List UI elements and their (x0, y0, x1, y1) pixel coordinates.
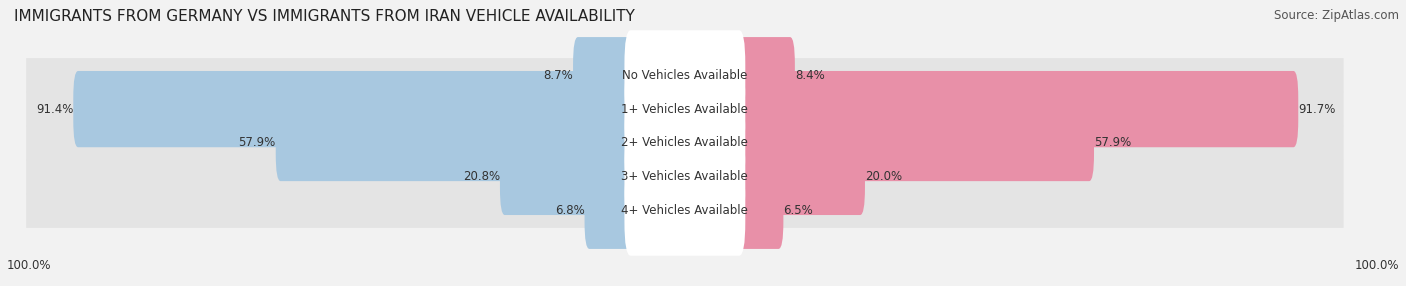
Text: 8.4%: 8.4% (794, 69, 824, 82)
FancyBboxPatch shape (585, 173, 636, 249)
Text: IMMIGRANTS FROM GERMANY VS IMMIGRANTS FROM IRAN VEHICLE AVAILABILITY: IMMIGRANTS FROM GERMANY VS IMMIGRANTS FR… (14, 9, 636, 23)
FancyBboxPatch shape (27, 58, 1344, 92)
Text: 8.7%: 8.7% (543, 69, 574, 82)
Text: 91.7%: 91.7% (1298, 103, 1336, 116)
FancyBboxPatch shape (73, 71, 636, 147)
FancyBboxPatch shape (734, 139, 865, 215)
FancyBboxPatch shape (27, 92, 1344, 126)
FancyBboxPatch shape (624, 64, 745, 154)
FancyBboxPatch shape (27, 194, 1344, 228)
FancyBboxPatch shape (501, 139, 636, 215)
FancyBboxPatch shape (624, 132, 745, 222)
FancyBboxPatch shape (734, 71, 1298, 147)
FancyBboxPatch shape (276, 105, 636, 181)
Text: No Vehicles Available: No Vehicles Available (623, 69, 748, 82)
FancyBboxPatch shape (27, 126, 1344, 160)
Text: 100.0%: 100.0% (1354, 259, 1399, 272)
FancyBboxPatch shape (574, 37, 636, 113)
Text: 20.0%: 20.0% (865, 170, 903, 183)
Text: 100.0%: 100.0% (7, 259, 52, 272)
FancyBboxPatch shape (624, 166, 745, 256)
Text: Source: ZipAtlas.com: Source: ZipAtlas.com (1274, 9, 1399, 21)
Text: 6.5%: 6.5% (783, 204, 813, 217)
FancyBboxPatch shape (624, 98, 745, 188)
Text: 20.8%: 20.8% (463, 170, 501, 183)
Text: 1+ Vehicles Available: 1+ Vehicles Available (621, 103, 748, 116)
Text: 57.9%: 57.9% (1094, 136, 1132, 150)
FancyBboxPatch shape (734, 173, 783, 249)
FancyBboxPatch shape (734, 37, 794, 113)
Text: 91.4%: 91.4% (37, 103, 73, 116)
Text: 57.9%: 57.9% (239, 136, 276, 150)
FancyBboxPatch shape (27, 160, 1344, 194)
Text: 4+ Vehicles Available: 4+ Vehicles Available (621, 204, 748, 217)
FancyBboxPatch shape (734, 105, 1094, 181)
FancyBboxPatch shape (624, 30, 745, 120)
Text: 6.8%: 6.8% (555, 204, 585, 217)
Text: 2+ Vehicles Available: 2+ Vehicles Available (621, 136, 748, 150)
Text: 3+ Vehicles Available: 3+ Vehicles Available (621, 170, 748, 183)
